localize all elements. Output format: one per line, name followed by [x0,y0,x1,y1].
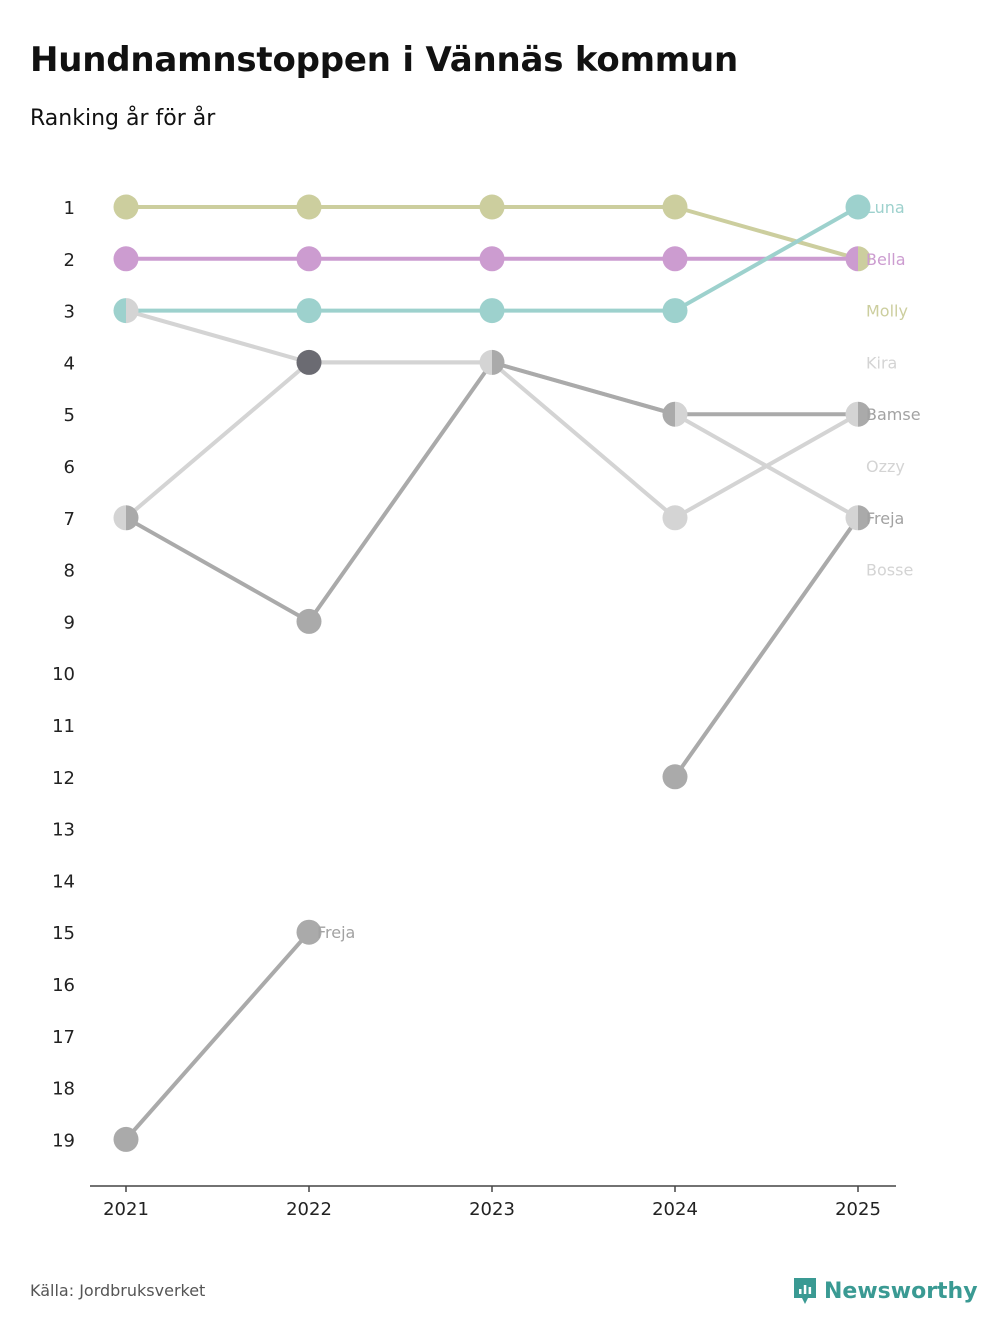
data-point [296,298,322,324]
series-labels: Luna Bella Molly Kira Bamse Ozzy Freja Bosse Fre… [317,198,921,942]
series-end-label: Kira [866,353,897,372]
series-end-label: Luna [866,198,905,217]
y-tick-label: 10 [52,664,75,685]
data-point [296,349,322,375]
data-point [113,298,126,324]
y-tick-label: 2 [64,250,75,271]
data-point [662,764,688,790]
data-point [296,608,322,634]
y-tick-label: 18 [52,1079,75,1100]
data-point [675,401,688,427]
newsworthy-icon [794,1278,816,1304]
data-point [479,194,505,220]
series-end-label: Molly [866,302,908,321]
data-point [845,505,858,531]
series-end-label: Ozzy [866,457,905,476]
data-point [113,505,126,531]
x-axis: 2021 2022 2023 2024 2025 [103,1186,881,1220]
data-point [126,298,139,324]
series-line-segment [673,412,860,520]
y-tick-label: 19 [52,1130,75,1151]
data-point [845,194,871,220]
series-end-label: Bosse [866,561,913,580]
data-point [479,349,492,375]
series-line-segment [490,360,677,520]
series-line-segment [124,515,311,624]
chart-subtitle: Ranking år för år [30,106,216,131]
y-tick-label: 14 [52,871,75,892]
y-tick-label: 8 [64,561,75,582]
y-tick-label: 4 [64,353,75,374]
y-tick-label: 9 [64,612,75,633]
chart-title: Hundnamnstoppen i Vännäs kommun [30,40,739,80]
series-line-segment [673,205,860,261]
series-dots [113,194,871,1152]
y-tick-label: 11 [52,716,75,737]
data-point [479,246,505,272]
series-lines [124,205,860,1142]
y-tick-label: 15 [52,923,75,944]
data-point [296,194,322,220]
series-end-label: Bella [866,250,906,269]
y-tick-label: 3 [64,302,75,323]
data-point [858,401,871,427]
data-point [126,505,139,531]
series-line-segment [124,360,311,520]
y-tick-label: 16 [52,975,75,996]
data-point [479,298,505,324]
series-line-segment [124,308,311,365]
y-tick-label: 5 [64,405,75,426]
y-tick-label: 17 [52,1027,75,1048]
data-point [858,505,871,531]
x-tick-label: 2025 [835,1199,881,1220]
x-tick-label: 2024 [652,1199,698,1220]
x-tick-label: 2022 [286,1199,332,1220]
data-point [492,349,505,375]
data-point [845,401,858,427]
source-note: Källa: Jordbruksverket [30,1281,206,1300]
y-tick-label: 7 [64,509,75,530]
brand-name: Newsworthy [824,1278,978,1304]
data-point [662,505,688,531]
series-line-segment [673,205,860,313]
data-point [296,919,322,945]
y-tick-label: 6 [64,457,75,478]
y-tick-label: 12 [52,768,75,789]
data-point [113,1126,139,1152]
series-end-label: Freja [866,509,904,528]
data-point [845,246,858,272]
newsworthy-logo: Newsworthy [792,1276,978,1306]
data-point [113,246,139,272]
data-point [662,194,688,220]
series-line-segment [490,360,677,417]
series-line-segment [307,360,494,624]
data-point [662,401,675,427]
data-point [662,298,688,324]
x-tick-label: 2021 [103,1199,149,1220]
data-point [858,246,871,272]
series-inline-label: Freja [317,923,355,942]
y-tick-label: 13 [52,820,75,841]
x-tick-label: 2023 [469,1199,515,1220]
series-line-segment [124,930,311,1142]
data-point [296,246,322,272]
data-point [662,246,688,272]
series-end-label: Bamse [866,405,921,424]
y-tick-label: 1 [64,198,75,219]
data-point [113,194,139,220]
series-line-segment [673,515,860,779]
